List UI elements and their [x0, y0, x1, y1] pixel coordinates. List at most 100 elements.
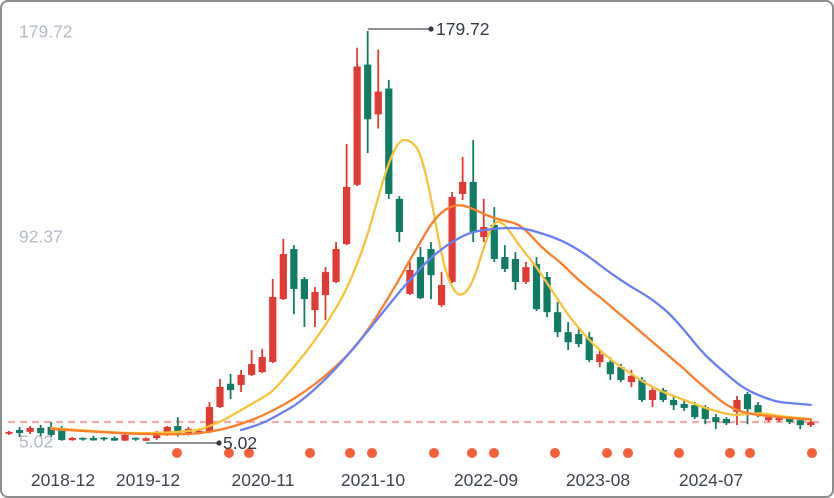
- candle-body[interactable]: [596, 354, 604, 363]
- candle-body[interactable]: [670, 399, 678, 406]
- candle-body[interactable]: [459, 181, 467, 194]
- candle-body[interactable]: [469, 181, 477, 232]
- candle-body[interactable]: [490, 224, 498, 259]
- candle-body[interactable]: [437, 284, 446, 306]
- candle-body[interactable]: [47, 426, 55, 435]
- candle-body[interactable]: [712, 417, 720, 423]
- candle-body[interactable]: [195, 430, 203, 433]
- candle-body[interactable]: [290, 249, 298, 289]
- candle-body[interactable]: [374, 91, 382, 115]
- candle-body[interactable]: [606, 362, 614, 375]
- candle-body[interactable]: [300, 279, 308, 300]
- candle-body[interactable]: [395, 198, 403, 232]
- candle-body[interactable]: [343, 186, 351, 245]
- candle-body[interactable]: [554, 312, 562, 333]
- candle-body[interactable]: [448, 196, 456, 282]
- event-dot[interactable]: [367, 448, 377, 458]
- high-annotation-dot: [428, 26, 434, 32]
- candle-body[interactable]: [807, 422, 815, 426]
- candle-body[interactable]: [15, 430, 24, 434]
- candle-body[interactable]: [26, 427, 34, 432]
- candle-body[interactable]: [416, 257, 425, 299]
- candle-body[interactable]: [237, 374, 245, 385]
- candle-body[interactable]: [364, 64, 372, 120]
- y-axis-tick: 179.72: [19, 22, 73, 42]
- candle-body[interactable]: [564, 332, 572, 343]
- candle-body[interactable]: [480, 227, 488, 238]
- candle-body[interactable]: [142, 438, 150, 441]
- candle-body[interactable]: [248, 364, 256, 375]
- candle-body[interactable]: [258, 357, 266, 373]
- candle-body[interactable]: [627, 376, 636, 383]
- candle-body[interactable]: [733, 399, 741, 412]
- candle-body[interactable]: [205, 407, 214, 432]
- candle-body[interactable]: [575, 334, 583, 345]
- candle-body[interactable]: [585, 337, 593, 361]
- candle-body[interactable]: [89, 437, 97, 441]
- candle-body[interactable]: [110, 437, 119, 441]
- candle-body[interactable]: [68, 437, 76, 441]
- x-axis-tick: 2019-12: [116, 470, 180, 490]
- candle-body[interactable]: [100, 437, 108, 440]
- event-dot[interactable]: [429, 448, 439, 458]
- candle-body[interactable]: [311, 292, 319, 311]
- candle-body[interactable]: [680, 403, 688, 408]
- candle-body[interactable]: [37, 427, 45, 434]
- candle-body[interactable]: [786, 418, 794, 423]
- candle-body[interactable]: [385, 88, 393, 194]
- candle-body[interactable]: [5, 431, 13, 434]
- event-dot[interactable]: [745, 448, 755, 458]
- candle-body[interactable]: [648, 390, 657, 400]
- event-dot[interactable]: [172, 448, 182, 458]
- candle-body[interactable]: [765, 417, 773, 421]
- event-dot[interactable]: [807, 448, 817, 458]
- candle-body[interactable]: [775, 418, 783, 421]
- high-annotation-label: 179.72: [436, 19, 490, 39]
- candle-body[interactable]: [269, 296, 277, 362]
- candle-body[interactable]: [501, 257, 509, 270]
- candle-body[interactable]: [743, 394, 752, 410]
- y-axis-labels: 179.72 92.37 5.02: [19, 22, 73, 452]
- candle-body[interactable]: [522, 267, 530, 282]
- event-dot[interactable]: [623, 448, 633, 458]
- candle-body[interactable]: [543, 277, 551, 313]
- candle-body[interactable]: [332, 249, 340, 282]
- candle-body[interactable]: [659, 390, 667, 400]
- candle-body[interactable]: [617, 367, 625, 381]
- candle-body[interactable]: [796, 420, 804, 426]
- candle-body[interactable]: [321, 272, 330, 296]
- candle-body[interactable]: [163, 426, 171, 435]
- event-dot[interactable]: [550, 448, 560, 458]
- x-axis-tick: 2024-07: [679, 470, 743, 490]
- candle-body[interactable]: [132, 437, 140, 440]
- event-dot[interactable]: [725, 448, 735, 458]
- candle-body[interactable]: [174, 426, 182, 435]
- candle-body[interactable]: [511, 258, 519, 282]
- candle-body[interactable]: [353, 66, 361, 185]
- candle-body[interactable]: [638, 380, 646, 400]
- event-dot[interactable]: [602, 448, 612, 458]
- candle-body[interactable]: [121, 434, 129, 441]
- low-annotation-label: 5.02: [223, 433, 257, 453]
- candle-body[interactable]: [701, 407, 709, 419]
- candle-body[interactable]: [406, 269, 414, 294]
- candle-body[interactable]: [532, 264, 541, 310]
- candle-body[interactable]: [427, 249, 435, 276]
- event-dot[interactable]: [224, 448, 234, 458]
- event-dot[interactable]: [244, 448, 254, 458]
- candle-body[interactable]: [226, 383, 235, 391]
- candle-body[interactable]: [216, 386, 224, 408]
- candle-body[interactable]: [691, 405, 699, 418]
- candle-body[interactable]: [754, 405, 762, 415]
- event-dot[interactable]: [305, 448, 315, 458]
- candle-body[interactable]: [722, 418, 730, 424]
- event-dot[interactable]: [674, 448, 684, 458]
- event-dot[interactable]: [345, 448, 355, 458]
- candle-body[interactable]: [58, 427, 66, 441]
- event-dot[interactable]: [489, 448, 499, 458]
- candle-body[interactable]: [79, 437, 87, 440]
- candle-body[interactable]: [279, 254, 287, 300]
- event-dot[interactable]: [467, 448, 477, 458]
- candles-layer: [5, 31, 815, 441]
